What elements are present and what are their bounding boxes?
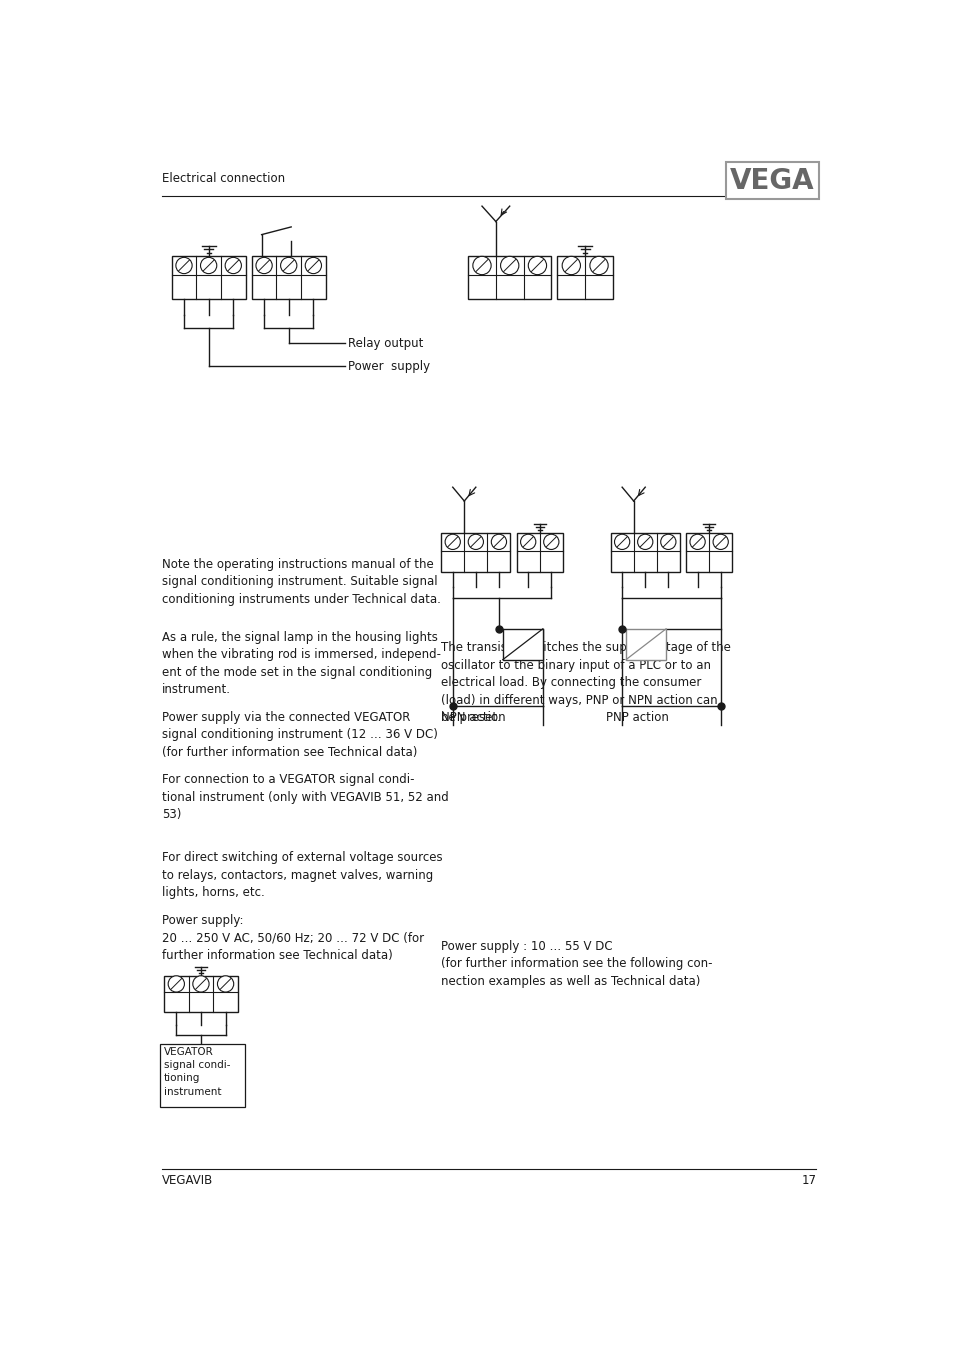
Circle shape (689, 534, 704, 549)
Bar (610, 534, 679, 572)
Text: Power  supply: Power supply (348, 360, 430, 373)
Circle shape (255, 257, 272, 273)
Bar (252, 256, 325, 299)
Bar (164, 976, 237, 1011)
Circle shape (660, 534, 676, 549)
Bar (440, 534, 510, 572)
Text: Power supply via the connected VEGATOR
signal conditioning instrument (12 … 36 V: Power supply via the connected VEGATOR s… (162, 711, 437, 758)
Circle shape (712, 534, 727, 549)
Circle shape (473, 257, 491, 274)
Bar (160, 1044, 245, 1107)
Bar (625, 629, 665, 660)
Bar (468, 256, 551, 299)
Bar (685, 534, 732, 572)
Circle shape (175, 257, 192, 273)
Text: VEGAVIB: VEGAVIB (161, 1174, 213, 1187)
Circle shape (520, 534, 536, 549)
Text: VEGA: VEGA (729, 166, 814, 195)
Circle shape (225, 257, 241, 273)
Bar (517, 534, 562, 572)
Text: Electrical connection: Electrical connection (161, 172, 285, 185)
Circle shape (200, 257, 216, 273)
Circle shape (168, 976, 184, 992)
Text: The transistor switches the supply voltage of the
oscillator to the binary input: The transistor switches the supply volta… (440, 641, 730, 725)
Circle shape (305, 257, 321, 273)
Circle shape (561, 257, 579, 274)
Circle shape (193, 976, 209, 992)
Text: NPN action: NPN action (440, 711, 505, 723)
Circle shape (500, 257, 518, 274)
Circle shape (217, 976, 233, 992)
Bar (502, 629, 542, 660)
Text: VEGATOR
signal condi-
tioning
instrument: VEGATOR signal condi- tioning instrument (164, 1046, 231, 1096)
Text: As a rule, the signal lamp in the housing lights
when the vibrating rod is immer: As a rule, the signal lamp in the housin… (162, 630, 440, 696)
Text: Power supply:
20 … 250 V AC, 50/60 Hz; 20 … 72 V DC (for
further information see: Power supply: 20 … 250 V AC, 50/60 Hz; 2… (162, 914, 424, 961)
Bar (557, 256, 612, 299)
Bar (172, 256, 245, 299)
Text: Note the operating instructions manual of the
signal conditioning instrument. Su: Note the operating instructions manual o… (162, 558, 440, 606)
Circle shape (468, 534, 483, 549)
Text: For connection to a VEGATOR signal condi-
tional instrument (only with VEGAVIB 5: For connection to a VEGATOR signal condi… (162, 773, 448, 821)
Text: Power supply : 10 … 55 V DC
(for further information see the following con-
nect: Power supply : 10 … 55 V DC (for further… (440, 940, 712, 988)
Circle shape (491, 534, 506, 549)
Text: 17: 17 (801, 1174, 816, 1187)
Text: For direct switching of external voltage sources
to relays, contactors, magnet v: For direct switching of external voltage… (162, 852, 442, 899)
Circle shape (614, 534, 629, 549)
Circle shape (637, 534, 652, 549)
Text: PNP action: PNP action (606, 711, 669, 723)
Circle shape (543, 534, 558, 549)
Text: Relay output: Relay output (348, 337, 423, 350)
Circle shape (589, 257, 608, 274)
Circle shape (528, 257, 546, 274)
Circle shape (280, 257, 296, 273)
Circle shape (445, 534, 460, 549)
